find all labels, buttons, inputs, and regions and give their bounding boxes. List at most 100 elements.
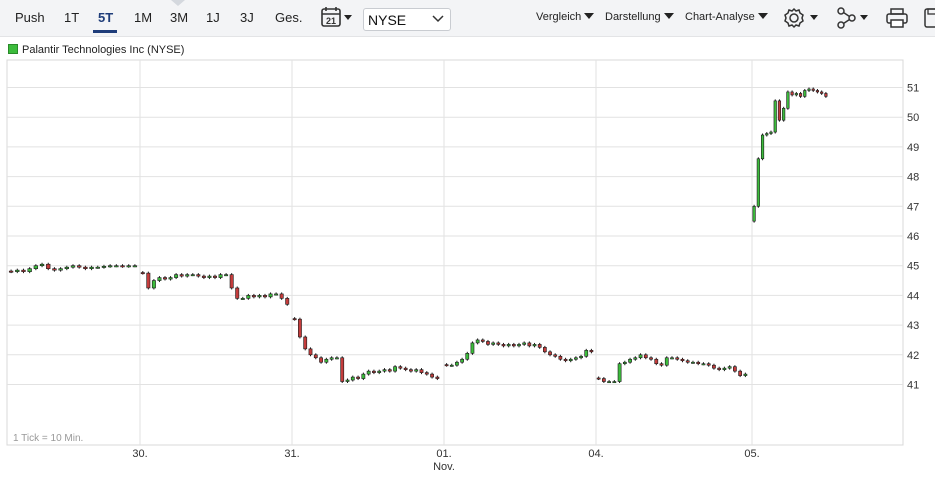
candle-body <box>101 265 107 268</box>
period-tab-ges[interactable]: Ges. <box>275 10 303 25</box>
dropdown-arrow-icon <box>584 13 595 19</box>
candle-body <box>263 295 267 298</box>
x-tick-label: 01. <box>436 448 451 460</box>
period-tab-1t[interactable]: 1T <box>64 10 80 25</box>
candle-body <box>8 270 14 273</box>
chart-analysis-menu[interactable]: Chart-Analyse <box>685 11 768 23</box>
candle-body <box>496 342 501 345</box>
candle-body <box>308 348 313 356</box>
candle-body <box>568 358 573 362</box>
candle-body <box>157 277 162 281</box>
candle-body <box>670 357 674 360</box>
period-tab-1m[interactable]: 1M <box>134 10 153 25</box>
candle-body <box>229 274 234 289</box>
candle-body <box>430 373 434 378</box>
period-tab-3j[interactable]: 3J <box>240 10 254 25</box>
candle-body <box>782 107 786 121</box>
candle-body <box>190 274 195 277</box>
candle-body <box>460 358 464 363</box>
candle-body <box>33 265 39 269</box>
share-button[interactable] <box>836 6 874 30</box>
price-chart[interactable]: 41 42 43 44 45 46 47 48 49 50 51 30. 31. 01.Nov. 04. 05… <box>0 58 935 480</box>
candle-body <box>213 275 217 278</box>
candle-body <box>449 364 454 367</box>
candle-body <box>777 100 782 121</box>
y-tick-label: 45 <box>907 261 919 273</box>
candle-body <box>361 373 366 379</box>
candle-body <box>114 265 119 268</box>
exchange-select[interactable]: NYSE <box>363 8 451 31</box>
x-tick-label: 30. <box>132 448 147 460</box>
candle-body <box>218 274 223 278</box>
candle-body <box>350 376 355 381</box>
print-icon <box>886 8 908 28</box>
dropdown-arrow-icon <box>757 13 768 19</box>
candle-body <box>27 268 32 272</box>
candle-body <box>207 275 212 278</box>
period-tab-3m[interactable]: 3M <box>170 10 189 25</box>
candle-body <box>268 293 273 298</box>
candle-body <box>274 293 279 296</box>
chevron-down-icon <box>432 15 444 23</box>
candle-body <box>633 357 638 360</box>
candle-body <box>39 263 45 266</box>
y-tick-label: 51 <box>907 83 919 95</box>
save-button[interactable] <box>921 6 935 30</box>
candle-body <box>506 344 511 347</box>
x-tick-sublabel: Nov. <box>433 461 455 473</box>
y-tick-label: 42 <box>907 350 919 362</box>
candle-body <box>790 91 794 96</box>
candle-body <box>537 344 542 348</box>
candle-body <box>480 339 485 342</box>
candle-body <box>501 344 506 347</box>
candle-body <box>596 377 601 380</box>
candle-body <box>382 369 387 372</box>
candle-body <box>733 366 737 372</box>
candle-body <box>486 341 490 345</box>
legend-swatch <box>8 44 18 54</box>
candle-body <box>163 277 167 280</box>
candle-body <box>824 93 828 97</box>
active-tab-notch <box>171 0 185 6</box>
candle-body <box>649 357 653 360</box>
period-tab-5t[interactable]: 5T <box>98 10 114 25</box>
candle-body <box>285 298 290 305</box>
candle-body <box>146 272 151 289</box>
candle-body <box>558 355 563 360</box>
candle-body <box>527 342 532 347</box>
candle-body <box>257 295 262 298</box>
candle-body <box>70 265 76 268</box>
candle-body <box>743 373 748 376</box>
candle-body <box>654 358 659 365</box>
print-button[interactable] <box>885 6 909 30</box>
candle-body <box>803 90 807 97</box>
candle-body <box>815 90 820 93</box>
period-tab-1j[interactable]: 1J <box>206 10 220 25</box>
candle-body <box>424 372 429 375</box>
candle-body <box>58 268 63 271</box>
candle-body <box>522 342 527 345</box>
candle-body <box>622 361 627 365</box>
candle-body <box>643 354 648 359</box>
candle-body <box>303 336 308 350</box>
calendar-button[interactable]: 21 <box>320 6 354 30</box>
candle-body <box>224 274 229 277</box>
y-tick-label: 41 <box>907 380 919 392</box>
compare-menu[interactable]: Vergleich <box>536 11 595 23</box>
candle-body <box>553 354 558 357</box>
candle-body <box>83 266 88 269</box>
plot-area <box>6 59 904 446</box>
candle-body <box>820 91 824 94</box>
settings-button[interactable] <box>783 6 821 30</box>
candle-body <box>240 298 245 300</box>
chart-toolbar: Push 1T 5T 1M 3M 1J 3J Ges. 21 NYSE Verg… <box>0 0 935 37</box>
period-tab-push[interactable]: Push <box>15 10 45 25</box>
candle-body <box>279 293 284 299</box>
candle-body <box>765 133 769 136</box>
y-tick-label: 46 <box>907 231 919 243</box>
candle-body <box>126 265 131 268</box>
display-menu[interactable]: Darstellung <box>605 11 674 23</box>
candle-body <box>403 367 408 370</box>
save-icon <box>924 8 935 28</box>
candle-body <box>798 93 803 97</box>
